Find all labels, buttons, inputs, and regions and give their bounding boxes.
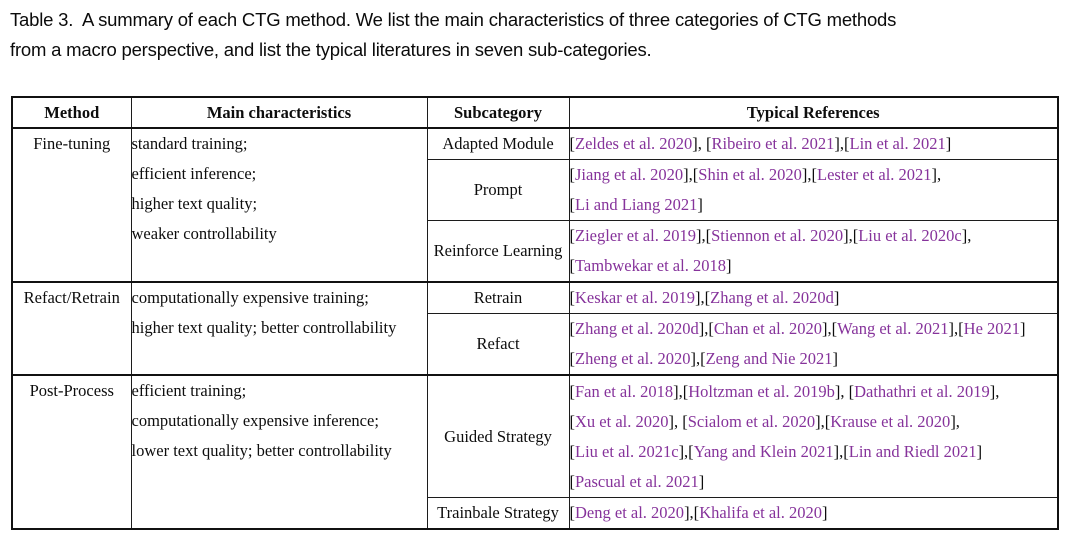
citation-link[interactable]: Li and Liang 2021 — [575, 195, 698, 214]
table-caption: Table 3. A summary of each CTG method. W… — [10, 5, 1060, 65]
subcategory-cell: Adapted Module — [426, 127, 570, 160]
reference-line: [Zheng et al. 2020],[Zeng and Nie 2021] — [569, 349, 839, 368]
citation-link[interactable]: Ribeiro et al. 2021 — [711, 134, 835, 153]
references-cell: [Jiang et al. 2020],[Shin et al. 2020],[… — [568, 159, 1059, 221]
characteristic-line: computationally expensive inference; — [131, 411, 379, 430]
citation-link[interactable]: Krause et al. 2020 — [830, 411, 951, 431]
citation-link[interactable]: Liu et al. 2020c — [858, 226, 962, 245]
table-row: Post-Process efficient training; computati… — [11, 374, 1059, 530]
caption-line-1: Table 3. A summary of each CTG method. W… — [10, 9, 897, 30]
subcategory-cell: Prompt — [426, 159, 570, 221]
citation-link[interactable]: Pascual et al. 2021 — [575, 471, 699, 491]
reference-line: [Xu et al. 2020], [Scialom et al. 2020],… — [569, 411, 960, 431]
reference-line: [Tambwekar et al. 2018] — [569, 256, 732, 275]
citation-link[interactable]: Tambwekar et al. 2018 — [575, 256, 726, 275]
column-header-method: Method — [11, 96, 132, 129]
subcategory-cell: Trainbale Strategy — [426, 497, 570, 530]
citation-link[interactable]: Lin and Riedl 2021 — [848, 441, 977, 461]
reference-line: [Pascual et al. 2021] — [569, 471, 705, 491]
method-cell: Fine-tuning — [11, 127, 132, 283]
references-cell: [Zeldes et al. 2020], [Ribeiro et al. 20… — [568, 127, 1059, 160]
column-header-subcategory: Subcategory — [426, 96, 570, 129]
citation-link[interactable]: Zhang et al. 2020d — [710, 288, 834, 307]
citation-link[interactable]: Xu et al. 2020 — [575, 411, 669, 431]
table-row: Refact [Zhang et al. 2020d],[Chan et al. … — [12, 313, 1059, 376]
citation-link[interactable]: Keskar et al. 2019 — [575, 288, 696, 307]
citation-link[interactable]: Lester et al. 2021 — [816, 165, 932, 184]
references-cell: [Zhang et al. 2020d],[Chan et al. 2020],… — [568, 313, 1059, 376]
characteristics-cell: efficient training; computationally expen… — [130, 374, 428, 530]
citation-link[interactable]: Jiang et al. 2020 — [575, 165, 684, 184]
citation-link[interactable]: Liu et al. 2021c — [575, 441, 679, 461]
citation-link[interactable]: Stiennon et al. 2020 — [711, 226, 844, 245]
characteristic-line: lower text quality; better controllabili… — [131, 441, 392, 460]
caption-line-2: from a macro perspective, and list the t… — [10, 39, 652, 60]
column-header-main-characteristics: Main characteristics — [130, 96, 428, 129]
citation-link[interactable]: Shin et al. 2020 — [698, 165, 802, 184]
citation-link[interactable]: Zheng et al. 2020 — [575, 349, 691, 368]
citation-link[interactable]: Chan et al. 2020 — [713, 319, 822, 338]
table-row: Reinforce Learning [Ziegler et al. 2019],… — [12, 220, 1059, 283]
citation-link[interactable]: Khalifa et al. 2020 — [699, 503, 822, 522]
citation-link[interactable]: Zeldes et al. 2020 — [575, 134, 693, 153]
subcategory-cell: Refact — [426, 313, 570, 376]
reference-line: [Liu et al. 2021c],[Yang and Klein 2021]… — [569, 441, 983, 461]
citation-link[interactable]: He 2021 — [963, 319, 1021, 338]
references-cell: [Keskar et al. 2019],[Zhang et al. 2020d… — [568, 281, 1059, 314]
reference-line: [Ziegler et al. 2019],[Stiennon et al. 2… — [569, 226, 972, 245]
references-cell: [Ziegler et al. 2019],[Stiennon et al. 2… — [568, 220, 1059, 283]
citation-link[interactable]: Ziegler et al. 2019 — [575, 226, 696, 245]
citation-link[interactable]: Fan et al. 2018 — [575, 381, 674, 401]
reference-line: [Deng et al. 2020],[Khalifa et al. 2020] — [569, 503, 828, 522]
subcategory-cell: Retrain — [426, 281, 570, 314]
characteristic-line: standard training; — [131, 134, 248, 153]
citation-link[interactable]: Zeng and Nie 2021 — [705, 349, 833, 368]
citation-link[interactable]: Wang et al. 2021 — [837, 319, 949, 338]
reference-line: [Jiang et al. 2020],[Shin et al. 2020],[… — [569, 165, 942, 184]
table-row: Fine-tuning standard training; efficient i… — [11, 127, 1059, 283]
characteristic-line: efficient training; — [131, 381, 247, 400]
reference-line: [Zeldes et al. 2020], [Ribeiro et al. 20… — [569, 134, 952, 153]
characteristic-line: higher text quality; — [131, 194, 258, 213]
characteristics-cell: computationally expensive training; highe… — [130, 281, 428, 376]
reference-line: [Keskar et al. 2019],[Zhang et al. 2020d… — [569, 288, 840, 307]
reference-line: [Zhang et al. 2020d],[Chan et al. 2020],… — [569, 319, 1026, 338]
characteristic-line: higher text quality; better controllabil… — [131, 318, 397, 337]
references-cell: [Fan et al. 2018],[Holtzman et al. 2019b… — [568, 374, 1059, 498]
reference-line: [Fan et al. 2018],[Holtzman et al. 2019b… — [569, 381, 1000, 401]
citation-link[interactable]: Deng et al. 2020 — [575, 503, 685, 522]
characteristic-line: weaker controllability — [131, 224, 277, 243]
column-header-typical-references: Typical References — [568, 96, 1059, 129]
citation-link[interactable]: Scialom et al. 2020 — [687, 411, 816, 431]
characteristic-line: computationally expensive training; — [131, 288, 369, 307]
subcategory-cell: Reinforce Learning — [426, 220, 570, 283]
method-cell: Post-Process — [11, 374, 132, 530]
characteristic-line: efficient inference; — [131, 164, 257, 183]
ctg-methods-table: Method Main characteristics Subcategory … — [11, 96, 1059, 530]
method-cell: Refact/Retrain — [11, 281, 132, 376]
citation-link[interactable]: Zhang et al. 2020d — [575, 319, 699, 338]
header-row: Method Main characteristics Subcategory … — [11, 96, 1059, 129]
subcategory-cell: Guided Strategy — [426, 374, 570, 498]
citation-link[interactable]: Holtzman et al. 2019b — [688, 381, 835, 401]
table-row: Refact/Retrain computationally expensive … — [11, 281, 1059, 376]
references-cell: [Deng et al. 2020],[Khalifa et al. 2020] — [568, 497, 1059, 530]
citation-link[interactable]: Yang and Klein 2021 — [693, 441, 834, 461]
table-row: Trainbale Strategy [Deng et al. 2020],[Kh… — [12, 497, 1059, 530]
table-row: Prompt [Jiang et al. 2020],[Shin et al. 2… — [12, 159, 1059, 221]
characteristics-cell: standard training; efficient inference; hi… — [130, 127, 428, 283]
citation-link[interactable]: Dathathri et al. 2019 — [854, 381, 990, 401]
reference-line: [Li and Liang 2021] — [569, 195, 703, 214]
citation-link[interactable]: Lin et al. 2021 — [849, 134, 946, 153]
